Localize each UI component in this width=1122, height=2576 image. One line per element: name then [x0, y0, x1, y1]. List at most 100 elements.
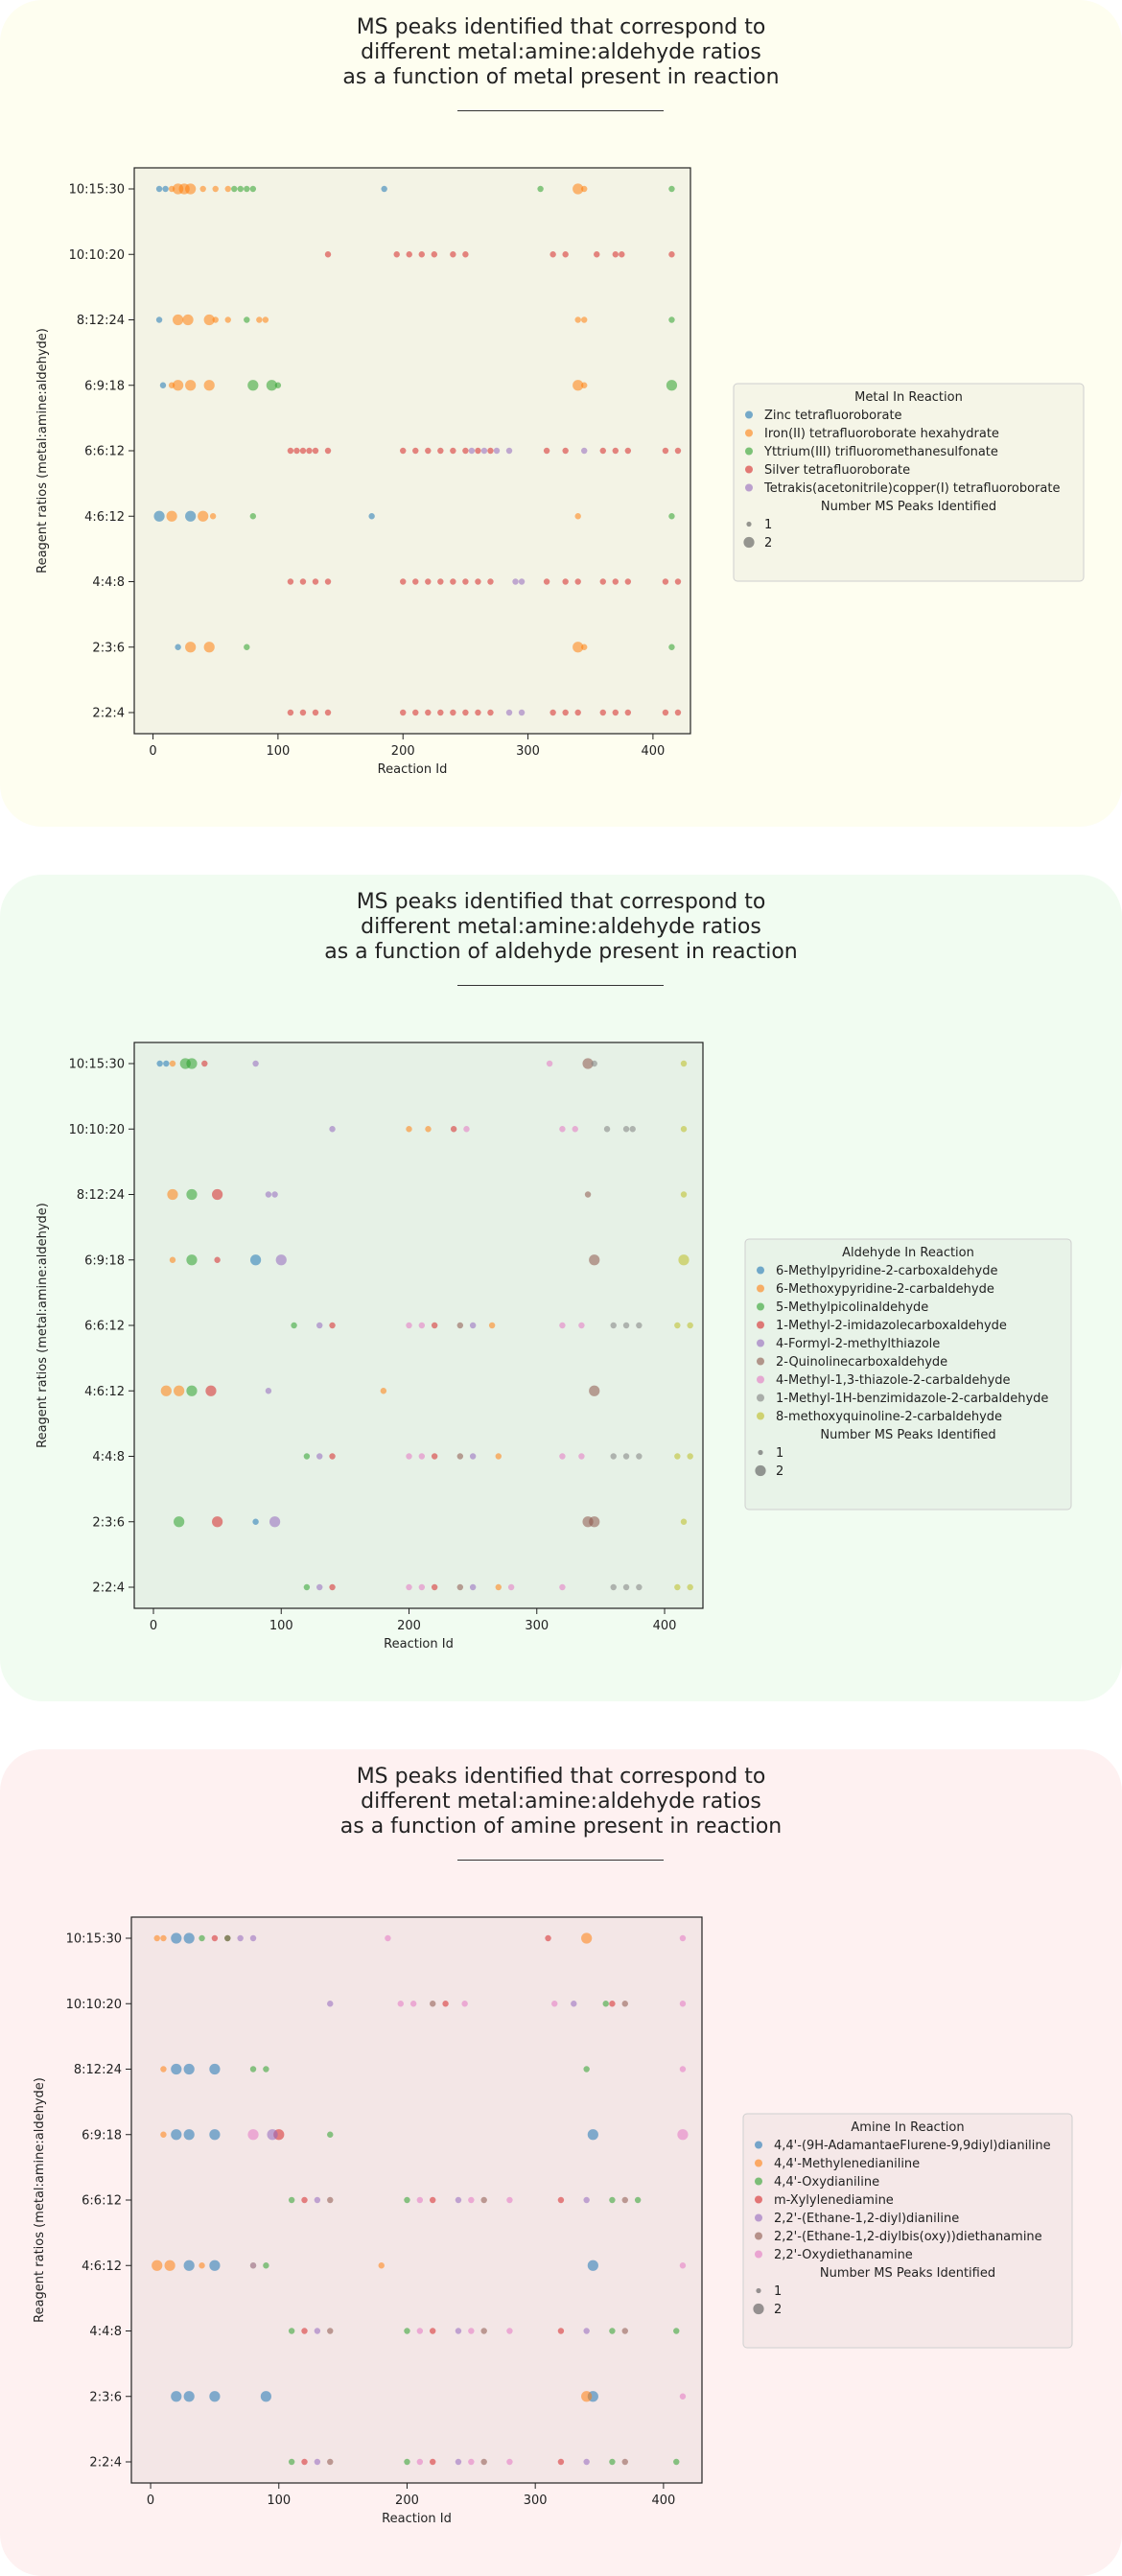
legend-entry: Zinc tetrafluoroborate [764, 409, 902, 423]
data-point [463, 1126, 470, 1133]
data-point [171, 1932, 182, 1944]
data-point [468, 2328, 475, 2334]
legend-entry: 6-Methoxypyridine-2-carbaldehyde [776, 1282, 994, 1297]
data-point [624, 709, 632, 716]
data-point [437, 447, 444, 455]
data-point [602, 2001, 609, 2007]
data-point [329, 1126, 336, 1133]
data-point [450, 578, 456, 585]
data-point [480, 2458, 487, 2466]
data-point [400, 709, 407, 716]
data-point [518, 709, 526, 716]
data-point [186, 1385, 198, 1396]
legend-entry: Silver tetrafluoroborate [764, 463, 910, 478]
data-point [155, 185, 163, 193]
data-point [431, 1453, 438, 1460]
data-point [418, 251, 425, 258]
data-point [559, 1453, 566, 1460]
data-point [406, 1583, 412, 1591]
y-tick-label: 8:12:24 [74, 2063, 122, 2077]
data-point [160, 2066, 167, 2073]
legend-entry: m-Xylylenediamine [774, 2193, 894, 2208]
data-point [203, 642, 215, 653]
legend-marker [755, 2232, 762, 2240]
data-point [416, 2458, 424, 2466]
legend-marker [745, 429, 753, 437]
data-point [668, 316, 675, 323]
x-tick-label: 200 [395, 2494, 419, 2508]
data-point [314, 2328, 321, 2334]
y-tick-label: 2:3:6 [92, 641, 125, 655]
size-legend-marker [755, 1464, 766, 1477]
data-point [634, 2196, 642, 2204]
size-legend-title: Number MS Peaks Identified [820, 1428, 995, 1442]
data-point [380, 1388, 387, 1394]
data-point [480, 2196, 487, 2204]
data-point [518, 578, 526, 585]
legend-marker [757, 1375, 764, 1384]
size-legend-label: 1 [774, 2284, 782, 2299]
data-point [173, 314, 184, 326]
data-point [546, 1060, 553, 1067]
data-point [437, 709, 444, 716]
data-point [185, 183, 197, 195]
data-point [549, 709, 556, 716]
data-point [573, 380, 584, 391]
legend-marker [757, 1321, 764, 1329]
data-point [185, 380, 197, 391]
x-tick-label: 200 [391, 744, 415, 759]
data-point [578, 1453, 585, 1460]
x-tick-label: 0 [150, 1619, 157, 1633]
data-point [288, 2328, 295, 2334]
title-underline [457, 985, 664, 986]
data-point [174, 1385, 185, 1396]
x-tick-label: 200 [397, 1619, 421, 1633]
data-point [612, 251, 619, 258]
data-point [674, 578, 682, 585]
legend-box [733, 383, 1085, 582]
legend-entry: 4-Methyl-1,3-thiazole-2-carbaldehyde [776, 1373, 1011, 1388]
data-point [469, 1322, 477, 1329]
x-tick-label: 300 [525, 1619, 549, 1633]
legend-marker [745, 483, 753, 492]
data-point [404, 2328, 410, 2334]
data-point [621, 2196, 628, 2204]
data-point [314, 2458, 321, 2466]
data-point [624, 447, 632, 455]
data-point [266, 380, 277, 391]
size-legend-title: Number MS Peaks Identified [821, 500, 996, 514]
data-point [400, 578, 407, 585]
data-point [247, 380, 259, 391]
data-point [153, 1934, 160, 1942]
legend-entry: 2,2'-Oxydiethanamine [774, 2248, 913, 2262]
data-point [316, 1322, 323, 1329]
data-point [301, 2196, 308, 2204]
y-tick-label: 4:6:12 [84, 1385, 125, 1399]
data-point [662, 709, 669, 716]
data-point [291, 1322, 297, 1329]
y-tick-label: 2:3:6 [89, 2390, 122, 2404]
data-point [687, 1583, 693, 1591]
data-point [231, 185, 238, 193]
data-point [425, 1126, 432, 1133]
data-point [475, 709, 481, 716]
data-point [599, 709, 606, 716]
data-point [505, 709, 513, 716]
data-point [160, 1385, 172, 1396]
data-point [456, 1322, 464, 1329]
data-point [543, 447, 550, 455]
legend-entry: 2,2'-(Ethane-1,2-diylbis(oxy))diethanami… [774, 2230, 1042, 2244]
legend-marker [755, 2141, 762, 2149]
data-point [288, 2458, 295, 2466]
data-point [537, 185, 544, 193]
data-point [662, 447, 669, 455]
y-tick-label: 8:12:24 [77, 1188, 125, 1203]
data-point [174, 1516, 185, 1528]
data-point [237, 1934, 244, 1942]
y-tick-label: 4:4:8 [89, 2325, 122, 2339]
data-point [450, 251, 456, 258]
y-tick-label: 10:15:30 [69, 183, 125, 198]
data-point [412, 578, 419, 585]
data-point [543, 578, 550, 585]
data-point [244, 316, 250, 323]
